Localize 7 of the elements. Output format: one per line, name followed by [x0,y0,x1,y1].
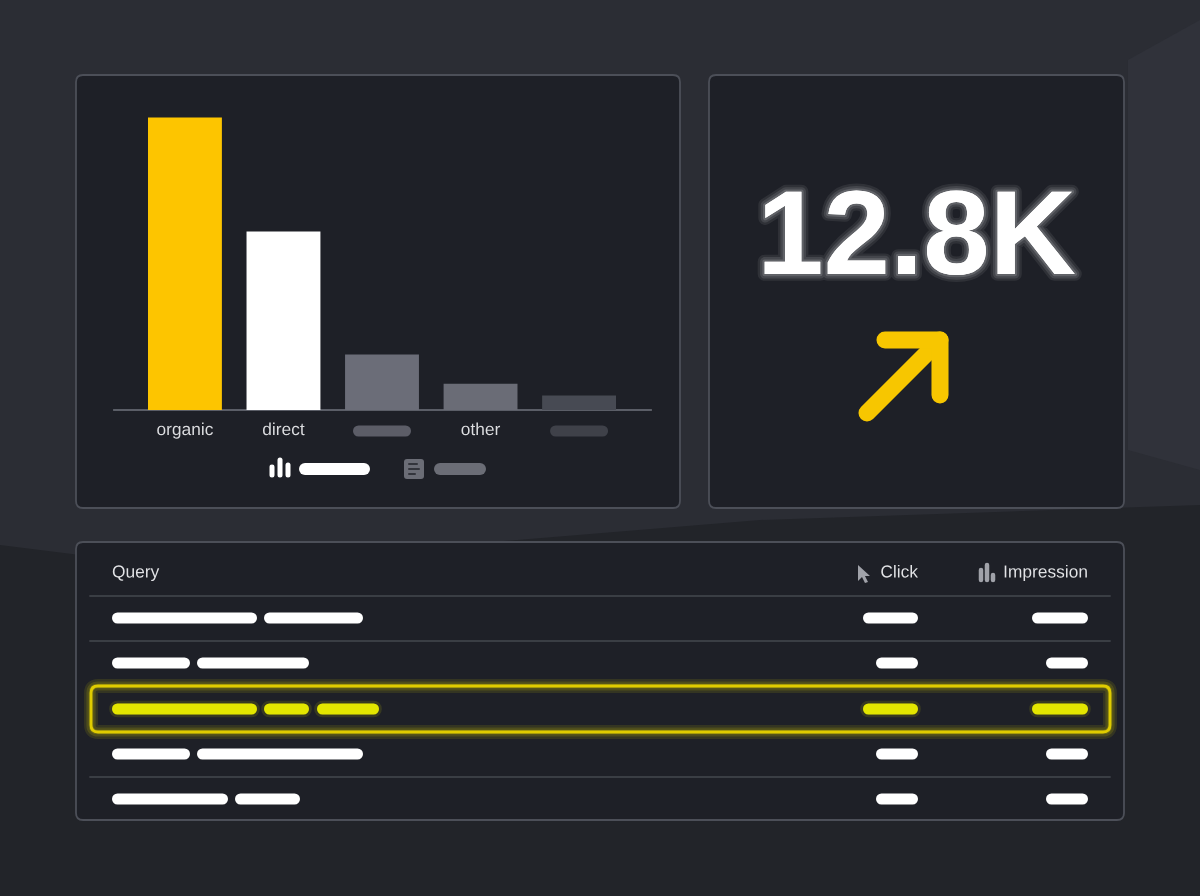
text: Query [112,565,160,582]
x-tick-label: other [461,422,501,436]
x-tick-label: organic [157,422,213,439]
text: Impression [1004,564,1087,582]
text: Click [881,564,919,578]
text: 12.8K [764,190,1075,276]
x-tick-label: direct [262,422,305,436]
